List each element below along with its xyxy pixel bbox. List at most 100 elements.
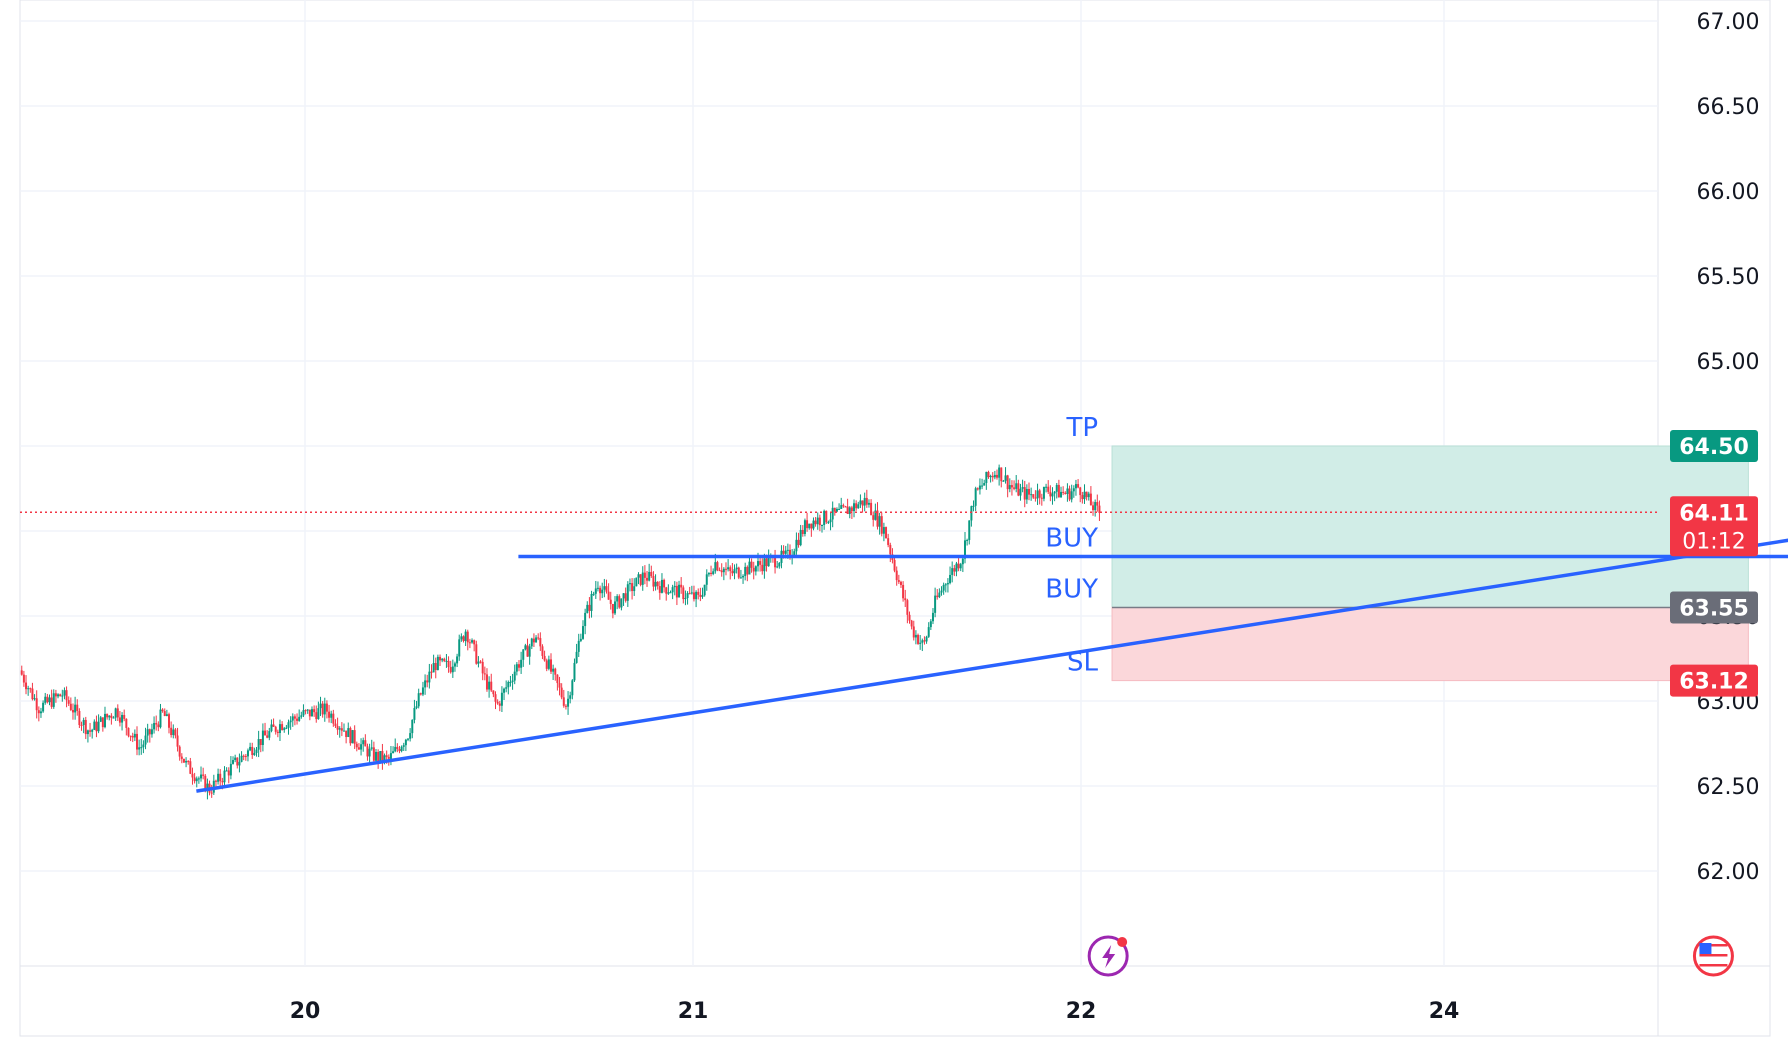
candle-body bbox=[985, 471, 988, 484]
candle-body bbox=[108, 715, 111, 718]
candle-body bbox=[428, 671, 431, 683]
candle-body bbox=[313, 709, 316, 713]
candle-body bbox=[413, 707, 416, 720]
candle-body bbox=[86, 730, 89, 735]
candle-body bbox=[611, 603, 614, 614]
candle-body bbox=[850, 507, 853, 512]
long-position-tool[interactable] bbox=[1111, 445, 1749, 682]
candle-body bbox=[806, 520, 809, 529]
candle-body bbox=[187, 761, 190, 763]
candle-body bbox=[927, 627, 930, 637]
candle-body bbox=[716, 562, 719, 571]
candle-body bbox=[833, 507, 836, 512]
candle-body bbox=[667, 592, 670, 594]
candle-body bbox=[204, 775, 207, 792]
candle-body bbox=[485, 674, 488, 690]
candle-body bbox=[1079, 487, 1082, 496]
candle-body bbox=[125, 718, 128, 728]
candle-body bbox=[887, 538, 890, 545]
candle-body bbox=[605, 586, 608, 592]
candle-body bbox=[129, 735, 132, 737]
candle-body bbox=[592, 593, 595, 595]
candle-body bbox=[966, 539, 969, 541]
candle-body bbox=[626, 584, 629, 601]
loss-zone[interactable] bbox=[1111, 607, 1749, 682]
candle-body bbox=[287, 722, 290, 728]
candle-body bbox=[426, 680, 429, 683]
candle-body bbox=[458, 639, 461, 657]
candle-body bbox=[93, 721, 96, 730]
candle-body bbox=[101, 717, 104, 728]
us-flag-icon[interactable] bbox=[1692, 935, 1734, 977]
candle-body bbox=[1010, 485, 1013, 488]
candle-body bbox=[189, 761, 192, 774]
candle-body bbox=[778, 563, 781, 567]
candle-body bbox=[71, 709, 74, 713]
candle-body bbox=[810, 523, 813, 529]
candle-body bbox=[857, 504, 860, 509]
candle-body bbox=[409, 733, 412, 739]
candle-body bbox=[1036, 490, 1039, 499]
candle-body bbox=[251, 746, 254, 756]
candle-body bbox=[577, 640, 580, 652]
candle-body bbox=[648, 571, 651, 581]
candle-body bbox=[22, 674, 25, 683]
candle-body bbox=[357, 747, 360, 750]
time-axis[interactable]: 20 21 22 24 bbox=[290, 999, 1460, 1024]
profit-zone[interactable] bbox=[1111, 445, 1749, 608]
event-icons[interactable] bbox=[1087, 935, 1734, 977]
candle-body bbox=[475, 644, 478, 664]
candle-body bbox=[690, 592, 693, 594]
candle-body bbox=[714, 562, 717, 572]
candle-body bbox=[671, 587, 674, 593]
candle-body bbox=[25, 682, 28, 690]
annotation-buy: BUY bbox=[1045, 524, 1098, 554]
time-tick-label: 21 bbox=[678, 999, 709, 1024]
candle-body bbox=[584, 612, 587, 627]
price-tick-label: 65.50 bbox=[1697, 265, 1760, 290]
drawings[interactable] bbox=[20, 511, 1788, 793]
candle-body bbox=[1040, 497, 1043, 499]
candle-body bbox=[983, 483, 986, 486]
candle-body bbox=[419, 693, 422, 695]
candle-body bbox=[76, 704, 79, 711]
candle-body bbox=[951, 568, 954, 575]
candle-body bbox=[200, 774, 203, 779]
candle-body bbox=[370, 747, 373, 749]
candle-body bbox=[874, 510, 877, 520]
candle-body bbox=[588, 604, 591, 611]
candle-body bbox=[142, 744, 145, 748]
candle-body bbox=[639, 574, 642, 585]
candle-body bbox=[106, 713, 109, 718]
candle-body bbox=[110, 715, 113, 718]
candle-body bbox=[1034, 497, 1037, 499]
candle-body bbox=[972, 505, 975, 507]
trend-line[interactable] bbox=[196, 512, 1788, 793]
candle-body bbox=[387, 756, 390, 759]
candle-body bbox=[799, 529, 802, 546]
candle-body bbox=[417, 693, 420, 707]
candle-body bbox=[863, 497, 866, 506]
candle-body bbox=[961, 558, 964, 565]
candle-body bbox=[735, 567, 738, 570]
candle-body bbox=[904, 598, 907, 601]
lightning-icon[interactable] bbox=[1087, 935, 1129, 977]
candle-body bbox=[306, 709, 309, 711]
candle-body bbox=[1030, 494, 1033, 496]
candle-body bbox=[157, 724, 160, 728]
candle-body bbox=[468, 642, 471, 644]
candle-body bbox=[541, 646, 544, 656]
candle-body bbox=[586, 604, 589, 613]
candle-body bbox=[330, 713, 333, 718]
candle-body bbox=[692, 592, 695, 600]
candle-body bbox=[767, 557, 770, 567]
candle-body bbox=[949, 574, 952, 584]
flag-stripe bbox=[1699, 954, 1728, 957]
candle-body bbox=[39, 711, 42, 714]
candle-body bbox=[1019, 488, 1022, 496]
candle-body bbox=[759, 561, 762, 565]
candle-body bbox=[912, 626, 915, 638]
candle-body bbox=[368, 748, 371, 757]
candle-body bbox=[556, 674, 559, 684]
